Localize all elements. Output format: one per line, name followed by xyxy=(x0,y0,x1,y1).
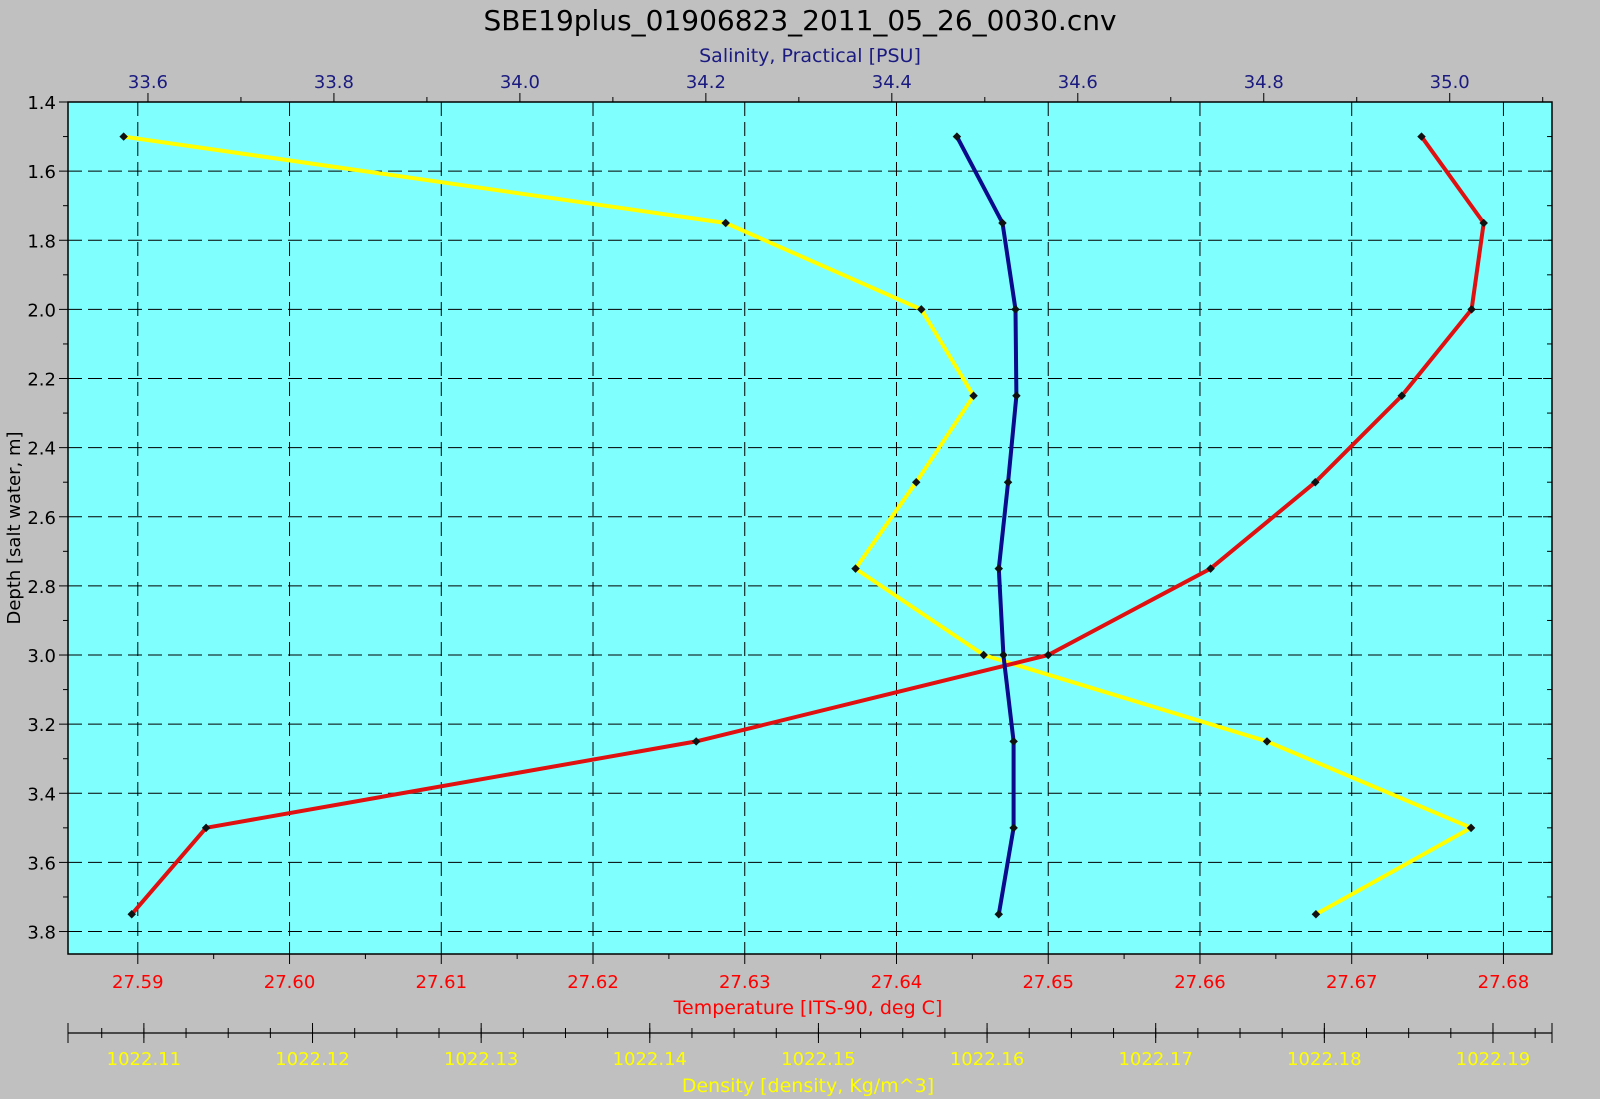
temperature-tick-label: 27.59 xyxy=(112,972,164,993)
temperature-tick-label: 27.61 xyxy=(416,972,468,993)
density-series-line xyxy=(123,134,1474,917)
temperature-tick-label: 27.64 xyxy=(871,972,923,993)
density-tick-label: 1022.11 xyxy=(107,1049,181,1070)
density-tick-label: 1022.13 xyxy=(444,1049,518,1070)
density-data-point xyxy=(911,477,921,487)
salinity-data-point xyxy=(999,650,1008,660)
temperature-tick-label: 27.68 xyxy=(1478,972,1530,993)
chart-title: SBE19plus_01906823_2011_05_26_0030.cnv xyxy=(483,4,1116,37)
depth-tick-label: 3.2 xyxy=(27,715,56,736)
salinity-series-line xyxy=(955,135,1019,915)
salinity-data-point xyxy=(1009,823,1018,833)
salinity-data-point xyxy=(994,564,1003,573)
grid-lines xyxy=(68,101,1552,954)
salinity-data-point xyxy=(1012,391,1021,401)
density-tick-label: 1022.18 xyxy=(1287,1049,1361,1070)
salinity-tick-label: 34.0 xyxy=(500,72,540,93)
temperature-data-point xyxy=(1467,305,1476,314)
salinity-data-point xyxy=(1003,477,1013,487)
density-tick-label: 1022.19 xyxy=(1456,1049,1530,1070)
salinity-tick-label: 34.4 xyxy=(872,72,912,93)
density-data-point xyxy=(851,564,860,573)
density-tick-label: 1022.15 xyxy=(781,1049,855,1070)
depth-tick-label: 2.4 xyxy=(27,439,56,460)
data-series xyxy=(119,132,1488,919)
temperature-data-point xyxy=(1397,391,1407,401)
salinity-data-point xyxy=(994,910,1003,919)
temperature-tick-label: 27.67 xyxy=(1326,972,1378,993)
temperature-tick-label: 27.62 xyxy=(567,972,619,993)
density-data-point xyxy=(1262,737,1272,746)
salinity-tick-label: 34.6 xyxy=(1058,72,1098,93)
depth-axis-label: Depth [salt water, m] xyxy=(4,431,25,624)
depth-tick-label: 1.6 xyxy=(27,162,56,183)
temperature-tick-label: 27.63 xyxy=(719,972,771,993)
density-tick-label: 1022.14 xyxy=(613,1049,687,1070)
temperature-data-point xyxy=(1311,477,1320,487)
plot-area xyxy=(67,101,1553,955)
salinity-tick-label: 33.6 xyxy=(128,72,168,93)
depth-tick-label: 1.8 xyxy=(27,231,56,252)
density-tick-label: 1022.12 xyxy=(275,1049,349,1070)
temperature-series-line xyxy=(130,135,1486,916)
salinity-tick-label: 34.2 xyxy=(686,72,726,93)
salinity-data-point xyxy=(1011,305,1020,314)
temperature-data-point xyxy=(1043,650,1053,660)
depth-tick-label: 3.8 xyxy=(27,923,56,944)
temperature-axis-label: Temperature [ITS-90, deg C] xyxy=(673,997,943,1019)
density-data-point xyxy=(119,132,128,141)
density-data-point xyxy=(979,650,988,660)
salinity-tick-label: 35.0 xyxy=(1430,72,1470,93)
salinity-axis-label: Salinity, Practical [PSU] xyxy=(699,45,921,67)
axis-tick-labels: 1.4 1.6 1.8 2.0 2.2 2.4 2.6 2.8 3.0 3.2 3.4 3.6 3.8 2… xyxy=(27,72,1530,1070)
density-data-point xyxy=(917,305,926,314)
density-tick-label: 1022.17 xyxy=(1118,1049,1192,1070)
salinity-data-point xyxy=(1009,737,1018,746)
density-axis-label: Density [density, Kg/m^3] xyxy=(682,1075,934,1097)
depth-tick-label: 2.8 xyxy=(27,577,56,598)
depth-tick-label: 3.6 xyxy=(27,853,56,874)
depth-tick-label: 3.4 xyxy=(27,784,56,805)
density-data-point xyxy=(969,391,978,401)
depth-tick-label: 3.0 xyxy=(27,646,56,667)
salinity-tick-label: 33.8 xyxy=(314,72,354,93)
temperature-data-point xyxy=(691,737,701,746)
depth-tick-label: 2.0 xyxy=(27,300,56,321)
temperature-data-point xyxy=(1206,564,1215,573)
density-data-point xyxy=(1311,910,1321,919)
depth-tick-label: 1.4 xyxy=(27,93,56,114)
density-data-point xyxy=(1466,823,1476,833)
temperature-tick-label: 27.66 xyxy=(1174,972,1226,993)
depth-tick-label: 2.6 xyxy=(27,508,56,529)
temperature-tick-label: 27.65 xyxy=(1022,972,1074,993)
temperature-tick-label: 27.60 xyxy=(264,972,316,993)
depth-tick-label: 2.2 xyxy=(27,370,56,391)
density-tick-label: 1022.16 xyxy=(950,1049,1024,1070)
salinity-tick-label: 34.8 xyxy=(1244,72,1284,93)
